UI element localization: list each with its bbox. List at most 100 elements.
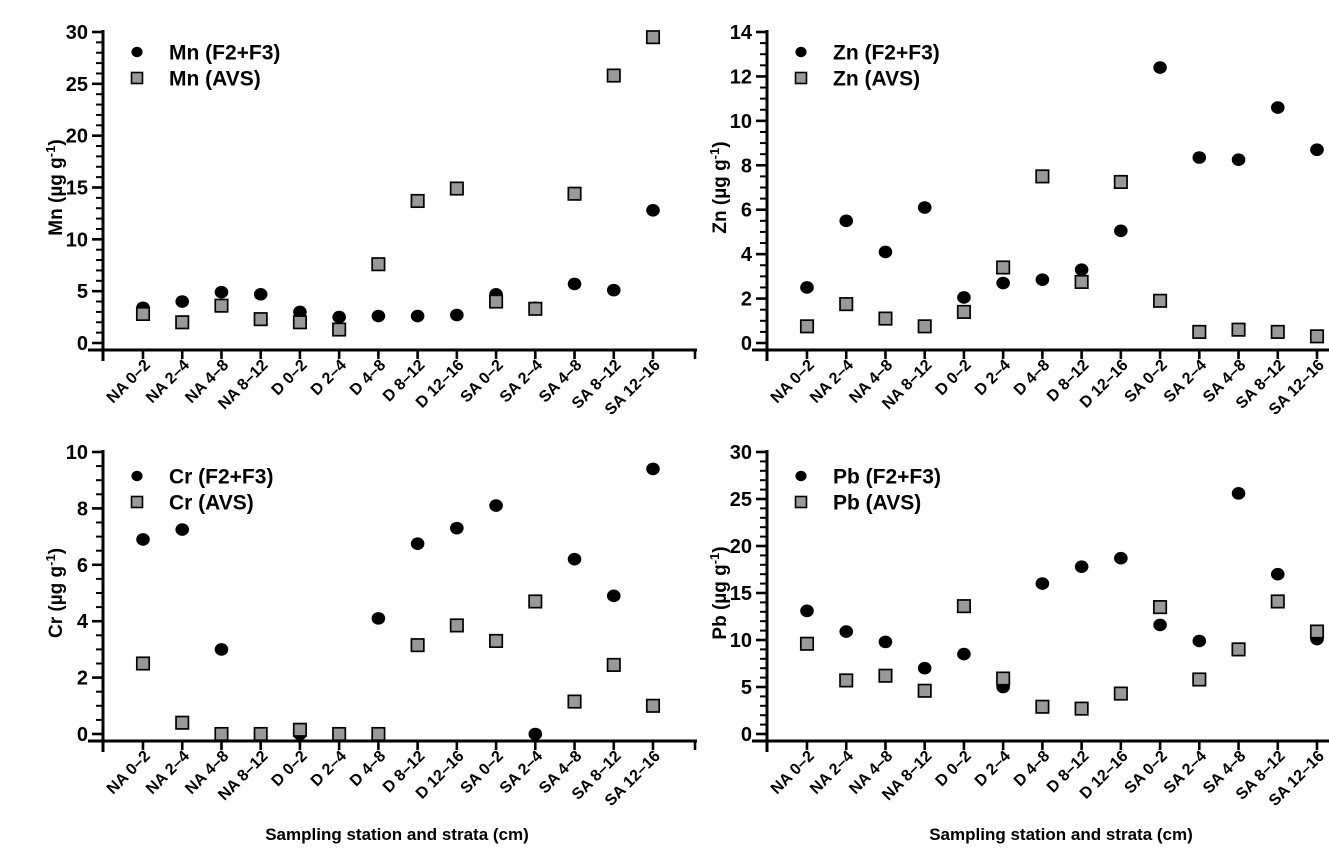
legend-circle-marker <box>131 46 143 58</box>
y-tick-label: 5 <box>77 281 88 303</box>
y-axis-title: Zn (µg g-1) <box>707 141 731 233</box>
legend-circle-marker <box>795 470 807 482</box>
data-point-square <box>292 315 307 330</box>
y-axis: 0 5 10 15 20 25 30 <box>730 442 769 752</box>
y-tick-label: 2 <box>741 289 752 311</box>
y-axis: 0 2 4 6 8 10 <box>66 442 105 752</box>
data-point-circle <box>878 245 893 259</box>
data-point-circle <box>957 291 971 304</box>
data-point-circle <box>1153 618 1167 632</box>
data-point-square <box>528 594 543 609</box>
data-point-square <box>917 683 932 698</box>
data-point-square <box>175 715 190 730</box>
x-tick-label: D 2–4 <box>972 748 1014 790</box>
data-point-square <box>175 315 190 330</box>
data-point-square <box>1113 174 1128 189</box>
x-tick-label: SA 0–2 <box>1122 748 1171 797</box>
y-axis-title: Pb (µg g-1) <box>707 546 731 639</box>
data-point-square <box>799 319 815 334</box>
data-point-circle <box>214 643 229 656</box>
data-point-circle <box>646 462 660 476</box>
data-point-circle <box>878 635 893 649</box>
data-point-circle <box>567 552 582 566</box>
data-point-square <box>799 636 815 651</box>
y-tick-label: 6 <box>77 555 88 577</box>
x-tick-label: D 2–4 <box>308 357 350 399</box>
data-point-square <box>1035 169 1050 184</box>
legend-label: Pb (AVS) <box>833 492 921 515</box>
y-tick-label: 12 <box>730 66 752 88</box>
data-points <box>799 61 1325 344</box>
x-axis: NA 0–2NA 2–4NA 4–8NA 8–12D 0–2D 2–4D 4–8… <box>88 739 697 810</box>
y-tick-label: 20 <box>66 126 88 148</box>
chart-pb: 0 5 10 15 20 25 30 Pb (µg g-1) NA 0–2NA 2–4NA 4–… <box>707 442 1329 844</box>
y-tick-label: 0 <box>741 333 752 355</box>
chart-zn: 0 2 4 6 8 10 12 14 Zn (µg g-1) NA 0–2NA 2–4NA 4–8… <box>707 22 1329 419</box>
data-point-square <box>489 294 504 309</box>
data-point-circle <box>371 612 386 625</box>
y-tick-label: 20 <box>730 536 752 558</box>
y-tick-label: 10 <box>66 442 88 464</box>
x-axis: NA 0–2NA 2–4NA 4–8NA 8–12D 0–2D 2–4D 4–8… <box>752 739 1329 810</box>
data-point-square <box>839 297 854 312</box>
chart-cr: 0 2 4 6 8 10 Cr (µg g-1) NA 0–2NA 2–4NA 4–8NA 8… <box>43 442 697 844</box>
panel-zn: 0 2 4 6 8 10 12 14 Zn (µg g-1) NA 0–2 NA 2–4 NA 4–8… <box>704 16 1329 440</box>
y-tick-label: 30 <box>730 442 752 464</box>
data-point-circle <box>1270 567 1285 581</box>
y-tick-label: 2 <box>77 668 88 690</box>
data-point-square <box>645 698 661 713</box>
data-point-circle <box>996 276 1010 290</box>
data-point-circle <box>253 287 268 301</box>
data-point-circle <box>1074 263 1089 276</box>
legend: Zn (F2+F3) Zn (AVS) <box>794 42 940 91</box>
data-point-square <box>606 68 621 83</box>
x-axis-title: Sampling station and strata (cm) <box>929 825 1193 844</box>
legend-circle-marker <box>131 470 143 482</box>
data-point-circle <box>1192 151 1207 164</box>
legend-item: Cr (AVS) <box>130 492 254 515</box>
legend: Pb (F2+F3) Pb (AVS) <box>794 466 941 515</box>
data-point-square <box>956 304 971 319</box>
y-tick-label: 25 <box>66 74 88 96</box>
legend-item: Pb (AVS) <box>794 492 921 515</box>
data-point-square <box>839 673 854 688</box>
x-tick-label: D 0–2 <box>269 357 311 399</box>
legend: Cr (F2+F3) Cr (AVS) <box>130 466 273 515</box>
legend-square-marker <box>794 495 808 509</box>
data-point-circle <box>136 533 150 546</box>
y-axis-title: Mn (µg g-1) <box>43 139 67 235</box>
data-point-square <box>449 618 464 633</box>
x-tick-label: SA 2–4 <box>1161 357 1210 406</box>
x-axis: NA 0–2NA 2–4NA 4–8NA 8–12D 0–2D 2–4D 4–8… <box>88 348 697 419</box>
data-point-circle <box>646 204 660 217</box>
data-point-circle <box>839 214 854 228</box>
panel-mn: 0 5 10 15 20 25 30 Mn (µg g-1) NA 0–2 NA 2–4 NA 4–… <box>40 16 704 440</box>
panel-cr: 0 2 4 6 8 10 Cr (µg g-1) NA 0–2 NA 2–4 NA 4–8 NA 8… <box>40 440 704 848</box>
y-tick-label: 15 <box>66 178 88 200</box>
data-point-circle <box>1114 224 1128 238</box>
data-point-square <box>371 726 386 742</box>
x-tick-label: SA 2–4 <box>1161 748 1210 797</box>
y-tick-label: 5 <box>741 677 752 699</box>
data-point-square <box>956 599 971 614</box>
data-point-square <box>1309 329 1325 344</box>
legend-label: Zn (F2+F3) <box>833 42 940 65</box>
legend-item: Cr (F2+F3) <box>131 466 273 489</box>
data-point-circle <box>800 281 814 294</box>
data-point-circle <box>1231 487 1246 500</box>
y-tick-label: 8 <box>77 498 88 520</box>
data-point-square <box>878 668 893 683</box>
y-tick-label: 0 <box>77 333 88 355</box>
data-point-square <box>1153 293 1168 308</box>
legend-square-marker <box>130 71 144 85</box>
data-point-square <box>996 260 1011 275</box>
legend-item: Zn (AVS) <box>794 68 920 91</box>
data-point-square <box>567 694 582 709</box>
y-tick-label: 0 <box>741 724 752 746</box>
y-axis: 0 2 4 6 8 10 12 14 <box>730 22 769 361</box>
y-tick-label: 14 <box>730 22 753 44</box>
data-point-square <box>332 322 347 337</box>
data-point-square <box>214 298 229 313</box>
data-point-square <box>1153 600 1168 615</box>
data-point-square <box>489 633 504 648</box>
